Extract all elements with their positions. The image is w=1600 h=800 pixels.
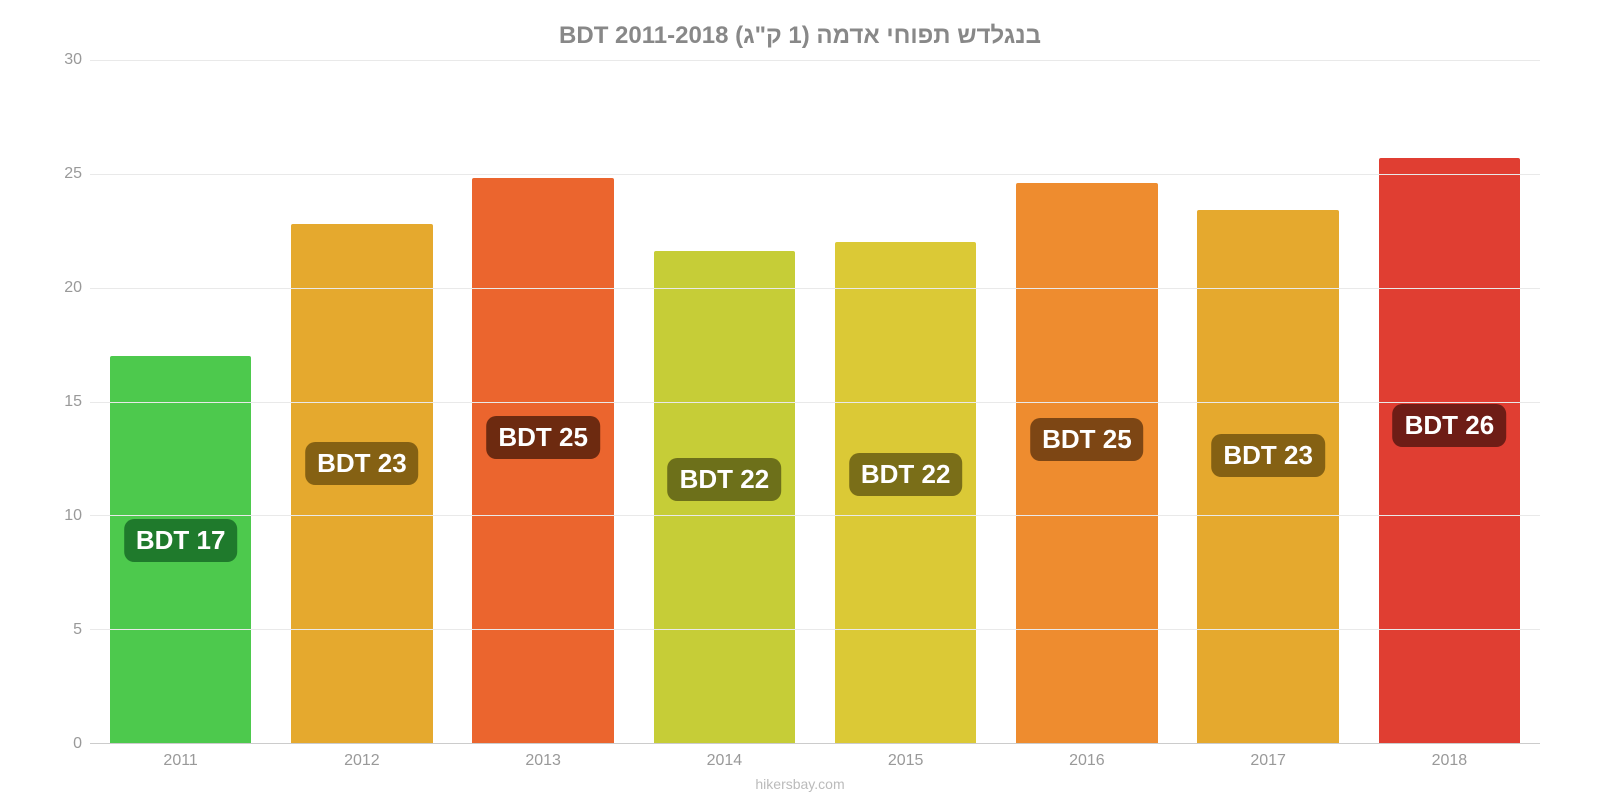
- x-axis: 20112012201320142015201620172018: [0, 752, 1600, 770]
- x-tick: 2013: [453, 752, 634, 770]
- gridline: [90, 60, 1540, 61]
- gridline: [90, 515, 1540, 516]
- x-tick: 2012: [271, 752, 452, 770]
- bar-value-label: BDT 25: [1030, 418, 1144, 461]
- gridline: [90, 629, 1540, 630]
- bar: BDT 26: [1379, 158, 1520, 743]
- bar-value-label: BDT 17: [124, 519, 238, 562]
- bar-chart: בנגלדש תפוחי אדמה (1 ק"ג) BDT 2011-2018 …: [0, 0, 1600, 800]
- y-tick: 10: [50, 507, 82, 525]
- gridline: [90, 402, 1540, 403]
- bar: BDT 22: [654, 251, 795, 743]
- x-tick: 2018: [1359, 752, 1540, 770]
- bar: BDT 25: [472, 178, 613, 743]
- x-tick: 2014: [634, 752, 815, 770]
- plot-row: 051015202530 BDT 17BDT 23BDT 25BDT 22BDT…: [0, 60, 1600, 744]
- x-tick: 2017: [1178, 752, 1359, 770]
- bar-value-label: BDT 26: [1393, 404, 1507, 447]
- attribution: hikersbay.com: [755, 776, 844, 792]
- plot-area: BDT 17 BDT 23 BDT 25 BDT 22 BDT 22 BDT 25 BDT …: [90, 60, 1540, 744]
- bar: BDT 17: [110, 356, 251, 743]
- x-tick: 2011: [90, 752, 271, 770]
- bar-value-label: BDT 22: [668, 458, 782, 501]
- bar-value-label: BDT 23: [305, 442, 419, 485]
- x-tick: 2015: [815, 752, 996, 770]
- y-tick: 20: [50, 279, 82, 297]
- gridline: [90, 174, 1540, 175]
- bar: BDT 22: [835, 242, 976, 743]
- bar: BDT 23: [1197, 210, 1338, 743]
- y-tick: 5: [50, 621, 82, 639]
- y-tick: 0: [50, 735, 82, 753]
- chart-title: בנגלדש תפוחי אדמה (1 ק"ג) BDT 2011-2018: [559, 22, 1041, 50]
- gridline: [90, 288, 1540, 289]
- bar-value-label: BDT 23: [1211, 434, 1325, 477]
- y-axis: 051015202530: [50, 60, 90, 744]
- bar: BDT 23: [291, 224, 432, 743]
- y-tick: 15: [50, 393, 82, 411]
- y-tick: 30: [50, 51, 82, 69]
- x-tick: 2016: [996, 752, 1177, 770]
- bar-value-label: BDT 25: [486, 416, 600, 459]
- bar: BDT 25: [1016, 183, 1157, 743]
- y-tick: 25: [50, 165, 82, 183]
- bar-value-label: BDT 22: [849, 453, 963, 496]
